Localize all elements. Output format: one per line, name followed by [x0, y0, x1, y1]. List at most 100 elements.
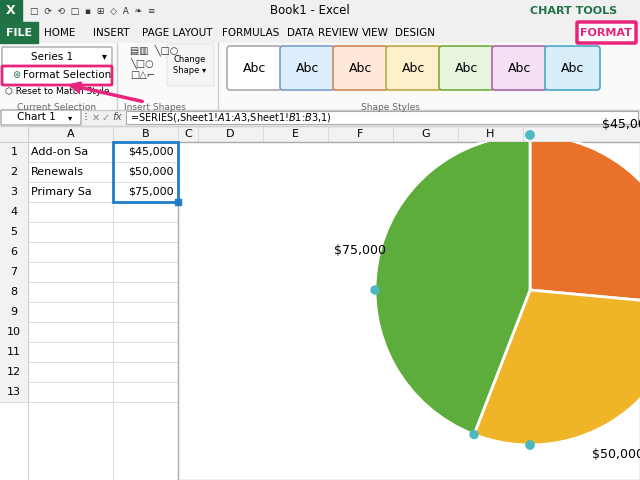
Text: =SERIES(,Sheet1!$A$1:$A$3,Sheet1!$B$1:$B$3,1): =SERIES(,Sheet1!$A$1:$A$3,Sheet1!$B$1:$B… [130, 111, 332, 124]
Text: 11: 11 [7, 347, 21, 357]
Text: D: D [227, 129, 235, 139]
Text: $50,000: $50,000 [592, 448, 640, 461]
Text: PAGE LAYOUT: PAGE LAYOUT [142, 27, 212, 37]
Wedge shape [375, 135, 530, 434]
Bar [178, 142, 640, 480]
Bar [0, 162, 28, 182]
Text: FORMULAS: FORMULAS [222, 27, 280, 37]
Text: Shape Styles: Shape Styles [360, 103, 419, 111]
Circle shape [526, 131, 534, 139]
FancyBboxPatch shape [386, 46, 441, 90]
Text: E: E [292, 129, 299, 139]
Bar [0, 142, 28, 162]
Text: X: X [6, 4, 16, 17]
Text: $75,000: $75,000 [334, 243, 386, 256]
Circle shape [526, 441, 534, 449]
Bar [0, 126, 640, 142]
Text: FORMAT: FORMAT [580, 27, 632, 37]
Text: DATA: DATA [287, 27, 314, 37]
Circle shape [371, 286, 379, 294]
Text: 10: 10 [7, 327, 21, 337]
Text: ⊛: ⊛ [12, 71, 20, 81]
Text: FILE: FILE [6, 27, 32, 37]
Text: 4: 4 [10, 207, 17, 217]
Text: Abc: Abc [243, 61, 266, 74]
Text: Abc: Abc [508, 61, 531, 74]
Text: HOME: HOME [44, 27, 76, 37]
Text: ▾: ▾ [102, 51, 106, 61]
Text: ⬡ Reset to Match Style: ⬡ Reset to Match Style [5, 87, 109, 96]
Bar [126, 111, 638, 124]
FancyBboxPatch shape [545, 46, 600, 90]
Bar [0, 22, 640, 43]
Bar [0, 202, 28, 222]
Bar [0, 262, 28, 282]
Bar [0, 382, 28, 402]
Text: ▾: ▾ [68, 113, 72, 122]
Bar [0, 22, 38, 43]
FancyBboxPatch shape [492, 46, 547, 90]
Text: 6: 6 [10, 247, 17, 257]
Text: 13: 13 [7, 387, 21, 397]
Text: Format Selection: Format Selection [23, 71, 111, 81]
Bar [0, 0, 640, 22]
Text: REVIEW: REVIEW [318, 27, 358, 37]
Text: fx: fx [112, 112, 122, 122]
Bar [0, 182, 28, 202]
Bar [0, 0, 22, 22]
Text: VIEW: VIEW [362, 27, 389, 37]
FancyBboxPatch shape [333, 46, 388, 90]
Circle shape [526, 441, 534, 449]
Text: $50,000: $50,000 [129, 167, 174, 177]
Text: INSERT: INSERT [93, 27, 129, 37]
Text: 3: 3 [10, 187, 17, 197]
Bar [0, 222, 28, 242]
Text: A: A [67, 129, 74, 139]
Wedge shape [474, 290, 640, 445]
Text: Abc: Abc [455, 61, 478, 74]
FancyBboxPatch shape [439, 46, 494, 90]
Text: Chart 1: Chart 1 [17, 112, 56, 122]
Text: □△⌐: □△⌐ [130, 70, 155, 80]
Text: ✕: ✕ [92, 112, 100, 122]
Text: G: G [421, 129, 430, 139]
Text: Renewals: Renewals [31, 167, 84, 177]
Text: H: H [486, 129, 495, 139]
Text: Change
Shape ▾: Change Shape ▾ [173, 55, 207, 75]
Wedge shape [530, 135, 640, 304]
Text: F: F [357, 129, 364, 139]
Text: C: C [184, 129, 192, 139]
Text: $45,000: $45,000 [129, 147, 174, 157]
Text: Abc: Abc [296, 61, 319, 74]
FancyBboxPatch shape [280, 46, 335, 90]
FancyBboxPatch shape [2, 66, 112, 85]
Text: 1: 1 [10, 147, 17, 157]
Bar [0, 342, 28, 362]
Text: 9: 9 [10, 307, 17, 317]
Text: 7: 7 [10, 267, 17, 277]
Text: Series 1: Series 1 [31, 51, 73, 61]
Circle shape [470, 431, 478, 439]
Text: ✓: ✓ [102, 112, 110, 122]
Text: ╲□○: ╲□○ [130, 57, 154, 69]
Bar [0, 322, 28, 342]
Text: Add-on Sa: Add-on Sa [31, 147, 88, 157]
Text: CHART TOOLS: CHART TOOLS [530, 6, 617, 16]
Text: 5: 5 [10, 227, 17, 237]
Text: ▤▥  ╲□○: ▤▥ ╲□○ [130, 44, 179, 56]
FancyBboxPatch shape [167, 44, 214, 86]
FancyBboxPatch shape [227, 46, 282, 90]
FancyBboxPatch shape [577, 22, 636, 43]
FancyBboxPatch shape [2, 47, 112, 66]
Bar [0, 43, 640, 110]
Bar [0, 302, 28, 322]
Bar [0, 362, 28, 382]
FancyBboxPatch shape [1, 110, 81, 125]
Bar [113, 142, 178, 202]
Text: Book1 - Excel: Book1 - Excel [270, 4, 350, 17]
Text: Abc: Abc [561, 61, 584, 74]
Text: B: B [141, 129, 149, 139]
Bar [0, 110, 640, 126]
Text: 8: 8 [10, 287, 17, 297]
Bar [0, 282, 28, 302]
